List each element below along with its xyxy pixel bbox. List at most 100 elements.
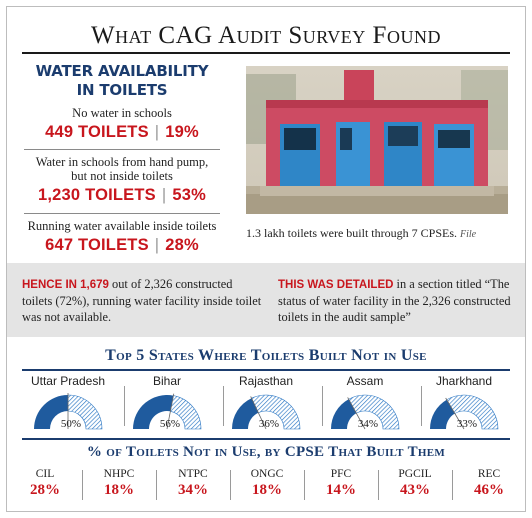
note-right-highlight: This was detailed	[278, 279, 394, 291]
state-gauge: Uttar Pradesh 50%	[18, 374, 118, 430]
gauge-remainder	[67, 394, 103, 430]
stat-percent: 28%	[165, 236, 199, 254]
gauge-divider	[421, 386, 422, 426]
gauge-remainder	[348, 394, 400, 430]
infographic-frame	[6, 6, 526, 512]
gauge-value-arc	[133, 395, 174, 429]
cpse-divider	[230, 470, 231, 500]
gauge-divider	[124, 386, 125, 426]
cpse-divider	[378, 470, 379, 500]
state-gauge: Assam 34%	[315, 374, 415, 430]
cpse-cell: PFC 14%	[306, 468, 376, 499]
cpse-percent: 28%	[30, 482, 60, 498]
gauge-value-label: 33%	[457, 418, 477, 430]
stat-value: 1,230 TOILETS | 53%	[38, 186, 206, 204]
note-right-text: in a section titled “The status of water…	[278, 277, 511, 324]
state-gauge: Rajasthan 36%	[216, 374, 316, 430]
toilet-block-photo	[246, 66, 508, 214]
gauge-remainder	[251, 394, 301, 430]
divider	[24, 149, 220, 150]
stat-running-water: Running water available inside toilets 6…	[24, 219, 220, 255]
state-name: Assam	[346, 374, 384, 388]
water-heading-line2: IN TOILETS	[76, 81, 168, 99]
gauge-value-label: 36%	[259, 418, 279, 430]
stat-count: 647 TOILETS	[45, 236, 149, 254]
photo-caption: 1.3 lakh toilets were built through 7 CP…	[246, 226, 476, 241]
stat-percent: 19%	[165, 123, 199, 141]
cpse-cell: NTPC 34%	[158, 468, 228, 499]
stat-value: 647 TOILETS | 28%	[45, 236, 199, 254]
stat-count: 1,230 TOILETS	[38, 186, 156, 204]
cpse-cell: REC 46%	[454, 468, 524, 499]
note-right: This was detailed in a section titled “T…	[278, 276, 514, 325]
cpse-name: NTPC	[178, 468, 208, 480]
gauge-needle	[166, 393, 175, 430]
gauge-svg: 50%	[34, 393, 103, 430]
cpse-percent: 18%	[104, 482, 134, 498]
cpse-name: REC	[477, 468, 501, 480]
state-gauge: Bihar 56%	[117, 374, 217, 430]
gauge-remainder	[170, 395, 202, 430]
stat-label: Water in schools from hand pump, but not…	[35, 155, 209, 183]
gauge-divider	[223, 386, 224, 426]
cpse-cell: PGCIL 43%	[380, 468, 450, 499]
cpse-divider	[82, 470, 83, 500]
cpse-percent: 46%	[474, 482, 504, 498]
gauge-svg: 33%	[430, 394, 499, 430]
cpse-name: CIL	[35, 468, 55, 480]
stat-hand-pump: Water in schools from hand pump, but not…	[24, 155, 220, 205]
note-left-text: out of 2,326 constructed toilets (72%), …	[22, 277, 262, 324]
divider	[24, 213, 220, 214]
states-title-rule	[22, 369, 510, 371]
state-gauge: Jharkhand 33%	[414, 374, 514, 430]
gauge-svg: 36%	[232, 394, 301, 430]
stat-label: Running water available inside toilets	[27, 219, 217, 233]
cpse-percent: 34%	[178, 482, 208, 498]
gauge-needle	[445, 397, 465, 430]
note-left-highlight: Hence in 1,679	[22, 279, 109, 291]
stat-value: 449 TOILETS | 19%	[45, 123, 199, 141]
gauge-value-arc	[331, 399, 357, 429]
gauge-svg: 56%	[133, 393, 202, 430]
gauge-value-arc	[34, 395, 68, 429]
states-chart-title: Top 5 States Where Toilets Built Not in …	[105, 347, 427, 364]
photo-credit: File	[460, 229, 477, 240]
cpse-percent: 18%	[252, 482, 282, 498]
cpse-name: NHPC	[103, 468, 135, 480]
gauge-svg: 34%	[331, 394, 400, 430]
gauge-needle	[250, 396, 267, 430]
state-name: Rajasthan	[238, 374, 294, 388]
stat-count: 449 TOILETS	[45, 123, 149, 141]
cpse-percent: 43%	[400, 482, 430, 498]
gauge-remainder	[446, 394, 499, 430]
gauge-value-label: 50%	[61, 418, 81, 430]
cpse-name: ONGC	[250, 468, 284, 480]
gauge-value-label: 56%	[160, 418, 180, 430]
cpse-chart-title: % of Toilets Not in Use, by CPSE That Bu…	[86, 444, 446, 460]
water-heading-line1: WATER AVAILABILITY	[35, 62, 209, 80]
page-title: What CAG Audit Survey Found	[91, 22, 441, 49]
cpse-cell: CIL 28%	[10, 468, 80, 499]
state-name: Jharkhand	[435, 374, 493, 388]
cpse-cell: NHPC 18%	[84, 468, 154, 499]
cpse-divider	[452, 470, 453, 500]
water-availability-heading: WATER AVAILABILITY IN TOILETS	[24, 62, 220, 100]
cpse-name: PGCIL	[398, 468, 432, 480]
gauge-value-arc	[430, 399, 455, 429]
gauge-value-label: 34%	[358, 418, 378, 430]
section-divider	[22, 438, 510, 440]
state-name: Bihar	[152, 374, 181, 388]
note-left: Hence in 1,679 out of 2,326 constructed …	[22, 276, 262, 325]
stat-no-water: No water in schools 449 TOILETS | 19%	[24, 106, 220, 142]
caption-text: 1.3 lakh toilets were built through 7 CP…	[246, 226, 457, 240]
title-rule	[22, 52, 510, 54]
stat-label: No water in schools	[72, 106, 172, 120]
cpse-cell: ONGC 18%	[232, 468, 302, 499]
cpse-divider	[304, 470, 305, 500]
gauge-value-arc	[232, 398, 259, 429]
cpse-name: PFC	[330, 468, 352, 480]
gauge-divider	[322, 386, 323, 426]
gauge-needle	[347, 397, 366, 430]
cpse-percent: 14%	[326, 482, 356, 498]
cpse-divider	[156, 470, 157, 500]
